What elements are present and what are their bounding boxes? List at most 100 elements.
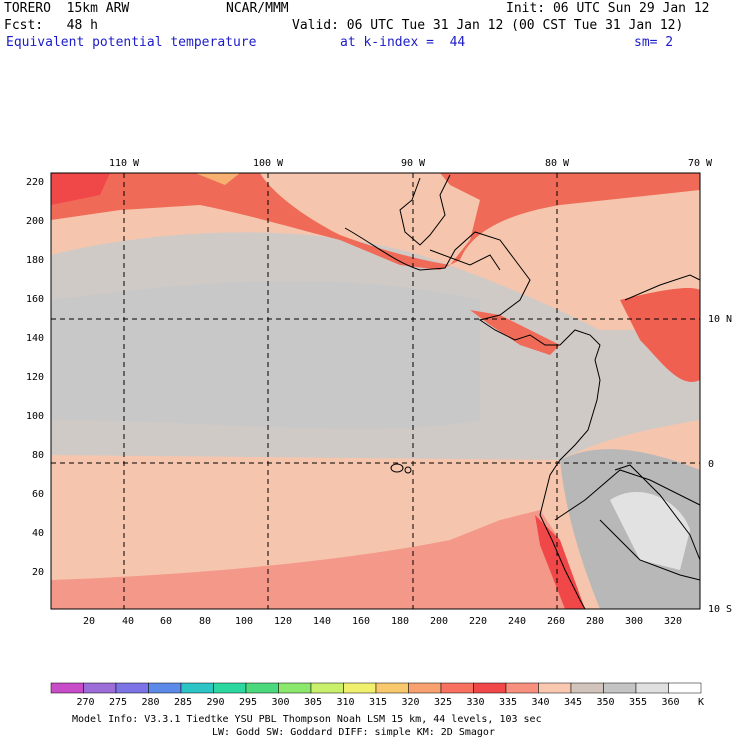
andes-light: [610, 491, 690, 570]
latitude-labels: 10 N 0 10 S: [708, 314, 732, 615]
colorbar-swatch: [375, 682, 409, 694]
lon-label: 110 W: [109, 158, 140, 169]
colorbar-swatch: [50, 682, 84, 694]
lat-label: 10 N: [708, 314, 732, 325]
colorbar-label: 300: [271, 697, 289, 708]
x-tick: 180: [391, 616, 409, 627]
colorbar-label: 295: [239, 697, 257, 708]
colorbar-label: 315: [369, 697, 387, 708]
colorbar-swatch: [505, 682, 539, 694]
model-title: TORERO 15km ARW: [4, 1, 130, 16]
north-orange: [195, 173, 240, 185]
colorbar-swatch: [473, 682, 507, 694]
colorbar-swatch: [310, 682, 344, 694]
forecast-hour: Fcst: 48 h: [4, 18, 98, 33]
gray-core: [51, 281, 480, 429]
y-tick: 100: [26, 411, 44, 422]
valid-time: Valid: 06 UTC Tue 31 Jan 12 (00 CST Tue …: [292, 18, 684, 33]
colorbar-swatch: [83, 682, 117, 694]
colorbar-label: 355: [629, 697, 647, 708]
y-tick: 20: [32, 567, 44, 578]
colorbar-label: 325: [434, 697, 452, 708]
colorbar-swatch: [213, 682, 247, 694]
smoothing-label: sm= 2: [634, 35, 674, 50]
colorbar-swatch: [570, 682, 604, 694]
colorbar-unit: K: [698, 697, 704, 708]
isthmus-red: [470, 310, 560, 355]
y-tick: 120: [26, 372, 44, 383]
map-frame: [50, 172, 701, 610]
physics-info: LW: Godd SW: Goddard DIFF: simple KM: 2D…: [212, 727, 495, 738]
x-tick: 60: [160, 616, 172, 627]
x-tick: 220: [469, 616, 487, 627]
colorbar-swatch: [148, 682, 182, 694]
colorbar-swatch: [408, 682, 442, 694]
y-axis-ticks: 220 200 180 160 140 120 100 80 60 40 20: [26, 177, 44, 578]
colorbar: [50, 682, 702, 694]
lon-label: 100 W: [253, 158, 284, 169]
x-tick: 280: [586, 616, 604, 627]
colorbar-label: 305: [304, 697, 322, 708]
colorbar-swatch: [635, 682, 669, 694]
colorbar-label: 270: [76, 697, 94, 708]
x-tick: 40: [122, 616, 134, 627]
colorbar-swatch: [278, 682, 312, 694]
north-red-zone: [51, 173, 700, 270]
lat-label: 10 S: [708, 604, 732, 615]
colorbar-label: 335: [499, 697, 517, 708]
y-tick: 220: [26, 177, 44, 188]
x-tick: 100: [235, 616, 253, 627]
x-tick: 20: [83, 616, 95, 627]
colorbar-swatch: [603, 682, 637, 694]
y-tick: 40: [32, 528, 44, 539]
x-axis-ticks: 20 40 60 80 100 120 140 160 180 200 220 …: [83, 616, 682, 627]
colorbar-label: 340: [531, 697, 549, 708]
org-label: NCAR/MMM: [226, 1, 289, 16]
colorbar-swatch: [440, 682, 474, 694]
lat-label: 0: [708, 459, 714, 470]
lon-label: 90 W: [401, 158, 426, 169]
lon-label: 70 W: [688, 158, 713, 169]
colorbar-swatch: [115, 682, 149, 694]
colorbar-label: 320: [401, 697, 419, 708]
field-name: Equivalent potential temperature: [6, 35, 257, 50]
level-label: at k-index = 44: [340, 35, 466, 50]
colorbar-label: 280: [141, 697, 159, 708]
y-tick: 80: [32, 450, 44, 461]
x-tick: 240: [508, 616, 526, 627]
map-panel: [50, 172, 701, 610]
south-coastal-pink: [51, 510, 580, 609]
x-tick: 140: [313, 616, 331, 627]
colorbar-swatch: [245, 682, 279, 694]
gridlines: [51, 173, 700, 609]
colorbar-swatch: [668, 682, 702, 694]
y-tick: 180: [26, 255, 44, 266]
x-tick: 320: [664, 616, 682, 627]
colorbar-label: 345: [564, 697, 582, 708]
y-tick: 60: [32, 489, 44, 500]
colorbar-label: 290: [206, 697, 224, 708]
colorbar-swatch: [343, 682, 377, 694]
model-info: Model Info: V3.3.1 Tiedtke YSU PBL Thomp…: [72, 714, 542, 725]
x-tick: 300: [625, 616, 643, 627]
nw-deep-red: [51, 173, 110, 205]
colorbar-swatch: [538, 682, 572, 694]
x-tick: 160: [352, 616, 370, 627]
colorbar-label: 330: [466, 697, 484, 708]
x-tick: 80: [199, 616, 211, 627]
lon-label: 80 W: [545, 158, 570, 169]
colorbar-swatch: [180, 682, 214, 694]
colorbar-label: 350: [596, 697, 614, 708]
colorbar-label: 310: [336, 697, 354, 708]
x-tick: 260: [547, 616, 565, 627]
y-tick: 200: [26, 216, 44, 227]
y-tick: 160: [26, 294, 44, 305]
x-tick: 120: [274, 616, 292, 627]
colorbar-label: 360: [661, 697, 679, 708]
colorbar-labels: 270 275 280 285 290 295 300 305 310 315 320 325 330 3…: [76, 697, 679, 708]
longitude-labels: 110 W 100 W 90 W 80 W 70 W: [109, 158, 713, 169]
colorbar-label: 285: [174, 697, 192, 708]
init-time: Init: 06 UTC Sun 29 Jan 12: [506, 1, 710, 16]
east-red-zone: [620, 288, 700, 382]
